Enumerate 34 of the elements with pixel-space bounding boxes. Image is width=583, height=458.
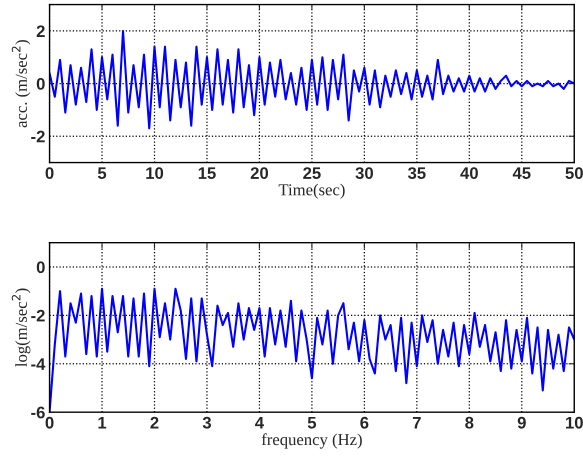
x-axis-title: frequency (Hz) (262, 433, 362, 449)
x-axis-title: Time(sec) (278, 184, 345, 199)
y-tick-label: -4 (31, 358, 46, 370)
x-tick-label: 40 (460, 167, 478, 179)
x-tick-label: 10 (146, 167, 164, 179)
x-tick-label: 30 (355, 167, 373, 180)
x-tick-label: 5 (308, 416, 316, 429)
y-axis-title: acc. (m/sec$^{2}$) (12, 40, 30, 128)
y-tick-label: -6 (31, 406, 45, 418)
x-tick-label: 10 (566, 416, 583, 429)
x-tick-label: 3 (202, 416, 211, 429)
x-tick-label: 8 (465, 416, 474, 429)
x-tick-label: 9 (518, 416, 526, 429)
y-tick-label: -2 (31, 310, 45, 322)
y-tick-label: 0 (36, 261, 45, 274)
x-tick-label: 0 (46, 416, 54, 429)
x-tick-label: 50 (566, 167, 583, 179)
x-tick-label: 1 (98, 416, 106, 428)
y-axis-title: log(m/sec$^{2}$) (12, 288, 30, 367)
x-tick-label: 6 (360, 416, 368, 429)
x-tick-label: 15 (198, 167, 216, 179)
line-series (50, 30, 574, 130)
x-tick-label: 35 (408, 167, 426, 180)
y-tick-label: -2 (31, 130, 45, 142)
x-tick-label: 5 (98, 167, 106, 179)
x-tick-label: 25 (303, 167, 321, 179)
x-tick-label: 20 (250, 167, 268, 179)
x-tick-label: 45 (512, 167, 531, 179)
y-tick-label: 2 (36, 25, 45, 37)
x-tick-label: 7 (412, 416, 421, 428)
x-tick-label: 4 (255, 416, 264, 428)
x-tick-label: 2 (150, 416, 158, 428)
y-tick-label: 0 (36, 78, 45, 90)
x-tick-label: 0 (46, 167, 54, 179)
